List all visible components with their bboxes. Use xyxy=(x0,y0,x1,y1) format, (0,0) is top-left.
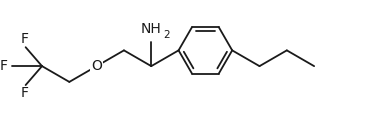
Text: F: F xyxy=(20,32,28,46)
Text: F: F xyxy=(20,86,28,100)
Text: 2: 2 xyxy=(163,30,170,40)
Text: O: O xyxy=(91,59,102,73)
Text: NH: NH xyxy=(141,22,161,36)
Text: F: F xyxy=(0,59,8,73)
